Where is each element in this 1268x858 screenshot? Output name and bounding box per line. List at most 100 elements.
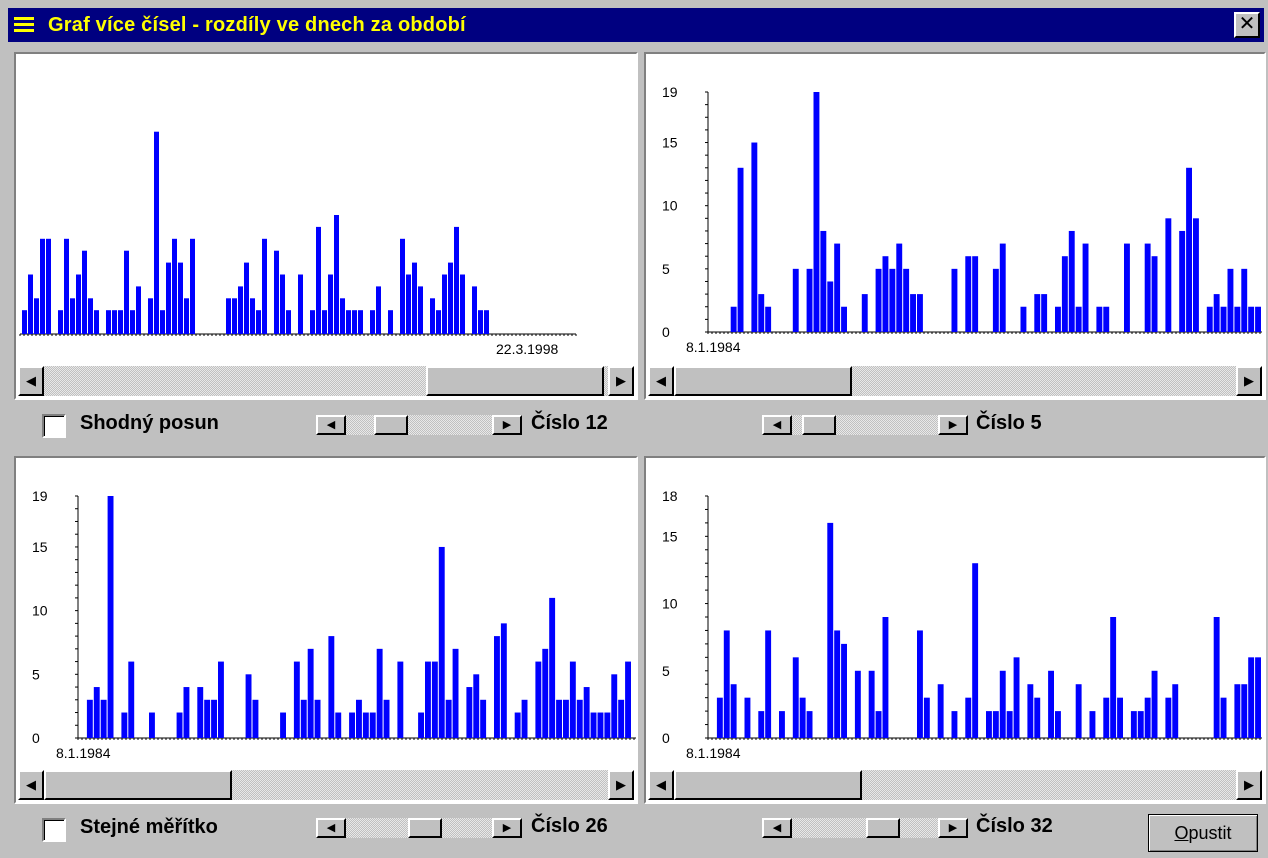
close-button[interactable]: ✕: [1234, 12, 1260, 38]
bar: [827, 522, 834, 738]
scroll-thumb[interactable]: [374, 415, 408, 435]
chart-horizontal-scrollbar[interactable]: ◀ ▶: [648, 770, 1262, 800]
bar: [388, 310, 393, 334]
scroll-left-button[interactable]: ◀: [18, 770, 44, 800]
opustit-button[interactable]: Opustit: [1148, 814, 1258, 852]
bar: [765, 630, 772, 738]
bar: [370, 310, 375, 334]
bar: [875, 268, 882, 332]
bar: [358, 310, 363, 334]
chart-horizontal-scrollbar[interactable]: ◀ ▶: [648, 366, 1262, 396]
y-tick-label: 10: [662, 198, 678, 214]
bar: [1241, 268, 1248, 332]
scroll-left-button[interactable]: ◀: [18, 366, 44, 396]
scroll-right-button[interactable]: ▶: [938, 818, 968, 838]
scroll-right-button[interactable]: ▶: [608, 366, 634, 396]
scroll-thumb[interactable]: [802, 415, 836, 435]
bar: [1165, 218, 1172, 332]
scroll-left-button[interactable]: ◀: [316, 818, 346, 838]
bar: [1255, 657, 1261, 738]
bar: [352, 310, 357, 334]
scroll-thumb[interactable]: [674, 366, 852, 396]
number-selector-scroll-26[interactable]: ◀ ▶: [316, 818, 522, 838]
bar: [751, 142, 758, 332]
bar: [1151, 670, 1158, 738]
bar: [436, 310, 441, 334]
x-date-label: 8.1.1984: [56, 745, 111, 761]
bar: [466, 687, 473, 738]
scroll-right-button[interactable]: ▶: [608, 770, 634, 800]
bar: [999, 670, 1006, 738]
scroll-thumb[interactable]: [408, 818, 442, 838]
bar: [124, 250, 129, 334]
chart-horizontal-scrollbar[interactable]: ◀ ▶: [18, 770, 634, 800]
bar: [88, 298, 93, 334]
bar: [238, 286, 243, 334]
bar: [737, 167, 744, 332]
scroll-right-button[interactable]: ▶: [492, 415, 522, 435]
chart-horizontal-scrollbar[interactable]: ◀ ▶: [18, 366, 634, 396]
scroll-right-button[interactable]: ▶: [1236, 770, 1262, 800]
scroll-thumb[interactable]: [674, 770, 862, 800]
bar: [376, 648, 383, 738]
bar: [112, 310, 117, 334]
window-title: Graf více čísel - rozdíly ve dnech za ob…: [48, 14, 466, 36]
bar: [765, 306, 772, 332]
stejne-meritko-checkbox[interactable]: [42, 818, 66, 842]
shodny-posun-checkbox[interactable]: [42, 414, 66, 438]
bar: [28, 274, 33, 334]
chart-number-label: Číslo 26: [531, 815, 608, 837]
bar: [723, 630, 730, 738]
bar: [136, 286, 141, 334]
scroll-left-button[interactable]: ◀: [648, 770, 674, 800]
bar: [298, 274, 303, 334]
scroll-right-button[interactable]: ▶: [492, 818, 522, 838]
bar: [542, 648, 549, 738]
bar: [882, 617, 889, 738]
bar: [160, 310, 165, 334]
chart-cislo-26: 0 5 10 15 19 8.1.1984: [32, 488, 636, 761]
bar: [178, 262, 183, 334]
y-tick-label: 19: [32, 488, 48, 504]
chart-cislo-5: 0 5 10 15 19 8.1.1984: [662, 84, 1262, 355]
bar: [154, 131, 159, 334]
scroll-left-button[interactable]: ◀: [762, 415, 792, 435]
bar: [430, 298, 435, 334]
x-date-label: 22.3.1998: [496, 341, 558, 357]
bar: [861, 294, 868, 332]
bar: [376, 286, 381, 334]
bar: [820, 230, 827, 332]
bar: [618, 699, 625, 738]
number-selector-scroll-12[interactable]: ◀ ▶: [316, 415, 522, 435]
scroll-left-button[interactable]: ◀: [648, 366, 674, 396]
bar: [82, 250, 87, 334]
y-tick-label: 15: [662, 528, 678, 544]
bar: [569, 661, 576, 738]
bar: [1027, 684, 1034, 738]
scroll-right-button[interactable]: ▶: [938, 415, 968, 435]
bar: [314, 699, 321, 738]
y-tick-label: 0: [32, 730, 40, 746]
scroll-left-button[interactable]: ◀: [316, 415, 346, 435]
scroll-thumb[interactable]: [44, 770, 232, 800]
chart-panel-cislo-12: 22.3.1998 ◀ ▶: [14, 52, 638, 400]
bar: [744, 697, 751, 738]
bar: [40, 238, 45, 334]
bar: [418, 712, 424, 738]
bar: [951, 268, 958, 332]
bar: [121, 712, 128, 738]
bar: [1124, 243, 1130, 332]
chart-cislo-32: 0 5 10 15 18 8.1.1984: [662, 488, 1262, 761]
y-tick-label: 15: [32, 539, 48, 555]
bar: [454, 226, 459, 334]
scroll-thumb[interactable]: [866, 818, 900, 838]
number-selector-scroll-32[interactable]: ◀ ▶: [762, 818, 968, 838]
bar: [556, 699, 562, 738]
number-selector-scroll-5[interactable]: ◀ ▶: [762, 415, 968, 435]
bar: [549, 597, 556, 738]
bar: [356, 699, 362, 738]
title-bar: Graf více čísel - rozdíly ve dnech za ob…: [8, 8, 1264, 42]
scroll-left-button[interactable]: ◀: [762, 818, 792, 838]
scroll-thumb[interactable]: [426, 366, 604, 396]
scroll-right-button[interactable]: ▶: [1236, 366, 1262, 396]
